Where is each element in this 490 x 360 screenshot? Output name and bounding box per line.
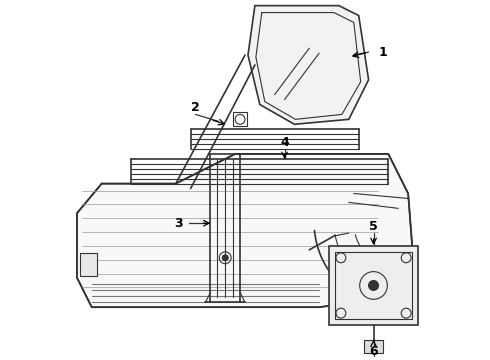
Text: 3: 3 [174, 217, 183, 230]
Text: 4: 4 [280, 136, 289, 149]
Text: 6: 6 [369, 345, 378, 358]
Polygon shape [80, 253, 97, 275]
Text: 5: 5 [369, 220, 378, 233]
Circle shape [368, 280, 378, 291]
Polygon shape [248, 6, 368, 124]
Text: 1: 1 [378, 46, 387, 59]
Polygon shape [77, 154, 413, 307]
Text: 2: 2 [191, 101, 200, 114]
Polygon shape [364, 340, 384, 353]
Polygon shape [329, 246, 418, 325]
Circle shape [222, 255, 228, 261]
